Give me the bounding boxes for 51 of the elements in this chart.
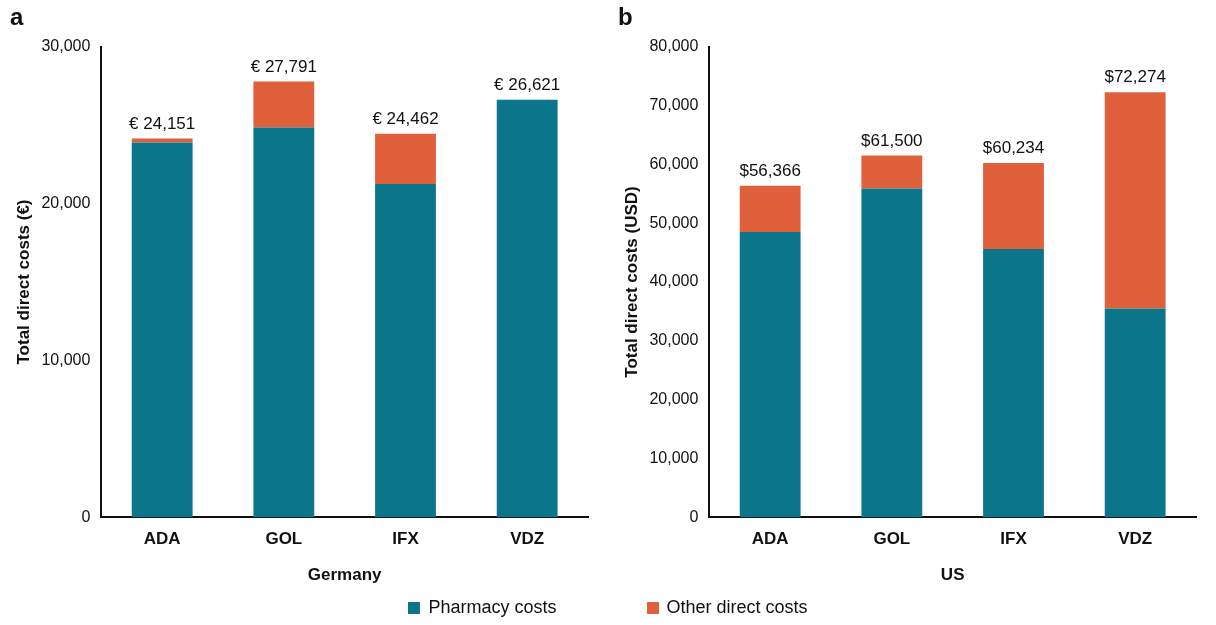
x-tick-label: ADA xyxy=(751,529,789,549)
total-label: € 24,151 xyxy=(129,113,196,133)
bar xyxy=(1104,308,1166,518)
legend-label: Pharmacy costs xyxy=(428,597,557,618)
y-axis-title: Total direct costs (€) xyxy=(13,199,33,365)
total-label: € 26,621 xyxy=(494,74,561,94)
bar xyxy=(496,99,558,518)
bar xyxy=(375,133,436,184)
y-tick-label: 0 xyxy=(81,507,91,525)
y-tick-label: 50,000 xyxy=(649,213,699,231)
x-axis-title: Germany xyxy=(307,565,383,585)
y-tick-label: 20,000 xyxy=(649,390,699,408)
total-label: $56,366 xyxy=(739,160,801,180)
total-label: $72,274 xyxy=(1104,67,1166,87)
x-tick-label: ADA xyxy=(143,529,181,549)
x-tick-label: IFX xyxy=(392,529,420,549)
bar xyxy=(253,81,315,128)
x-tick-label: GOL xyxy=(265,529,303,549)
y-tick-label: 40,000 xyxy=(649,272,699,290)
x-tick-label: VDZ xyxy=(510,529,545,549)
chart-title: a xyxy=(10,3,24,31)
x-tick-label: VDZ xyxy=(1118,529,1153,549)
bar xyxy=(1104,92,1166,309)
bar xyxy=(131,142,193,518)
chart-title: b xyxy=(618,3,633,31)
y-tick-label: 10,000 xyxy=(649,448,699,466)
y-tick-label: 20,000 xyxy=(41,194,91,212)
x-axis-title: US xyxy=(940,565,965,585)
total-label: € 24,462 xyxy=(372,108,439,128)
bar xyxy=(739,185,801,233)
bar xyxy=(983,249,1044,518)
bar xyxy=(253,127,315,518)
bar xyxy=(739,232,801,518)
total-label: $61,500 xyxy=(861,130,923,150)
y-tick-label: 0 xyxy=(689,507,699,525)
x-tick-label: IFX xyxy=(1000,529,1028,549)
y-tick-label: 80,000 xyxy=(649,37,699,55)
y-tick-label: 30,000 xyxy=(649,331,699,349)
bar xyxy=(983,163,1044,250)
bar xyxy=(375,184,436,518)
bar xyxy=(861,155,923,189)
bar xyxy=(861,188,923,518)
y-tick-label: 10,000 xyxy=(41,350,91,368)
legend-label: Other direct costs xyxy=(666,597,808,618)
total-label: $60,234 xyxy=(982,138,1045,158)
y-tick-label: 60,000 xyxy=(649,154,699,172)
total-label: € 27,791 xyxy=(250,56,317,76)
x-tick-label: GOL xyxy=(873,529,911,549)
y-tick-label: 30,000 xyxy=(41,37,91,55)
y-tick-label: 70,000 xyxy=(649,96,699,114)
y-axis-title: Total direct costs (USD) xyxy=(621,186,641,378)
